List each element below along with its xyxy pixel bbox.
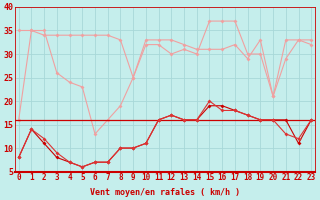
X-axis label: Vent moyen/en rafales ( km/h ): Vent moyen/en rafales ( km/h ) bbox=[90, 188, 240, 197]
